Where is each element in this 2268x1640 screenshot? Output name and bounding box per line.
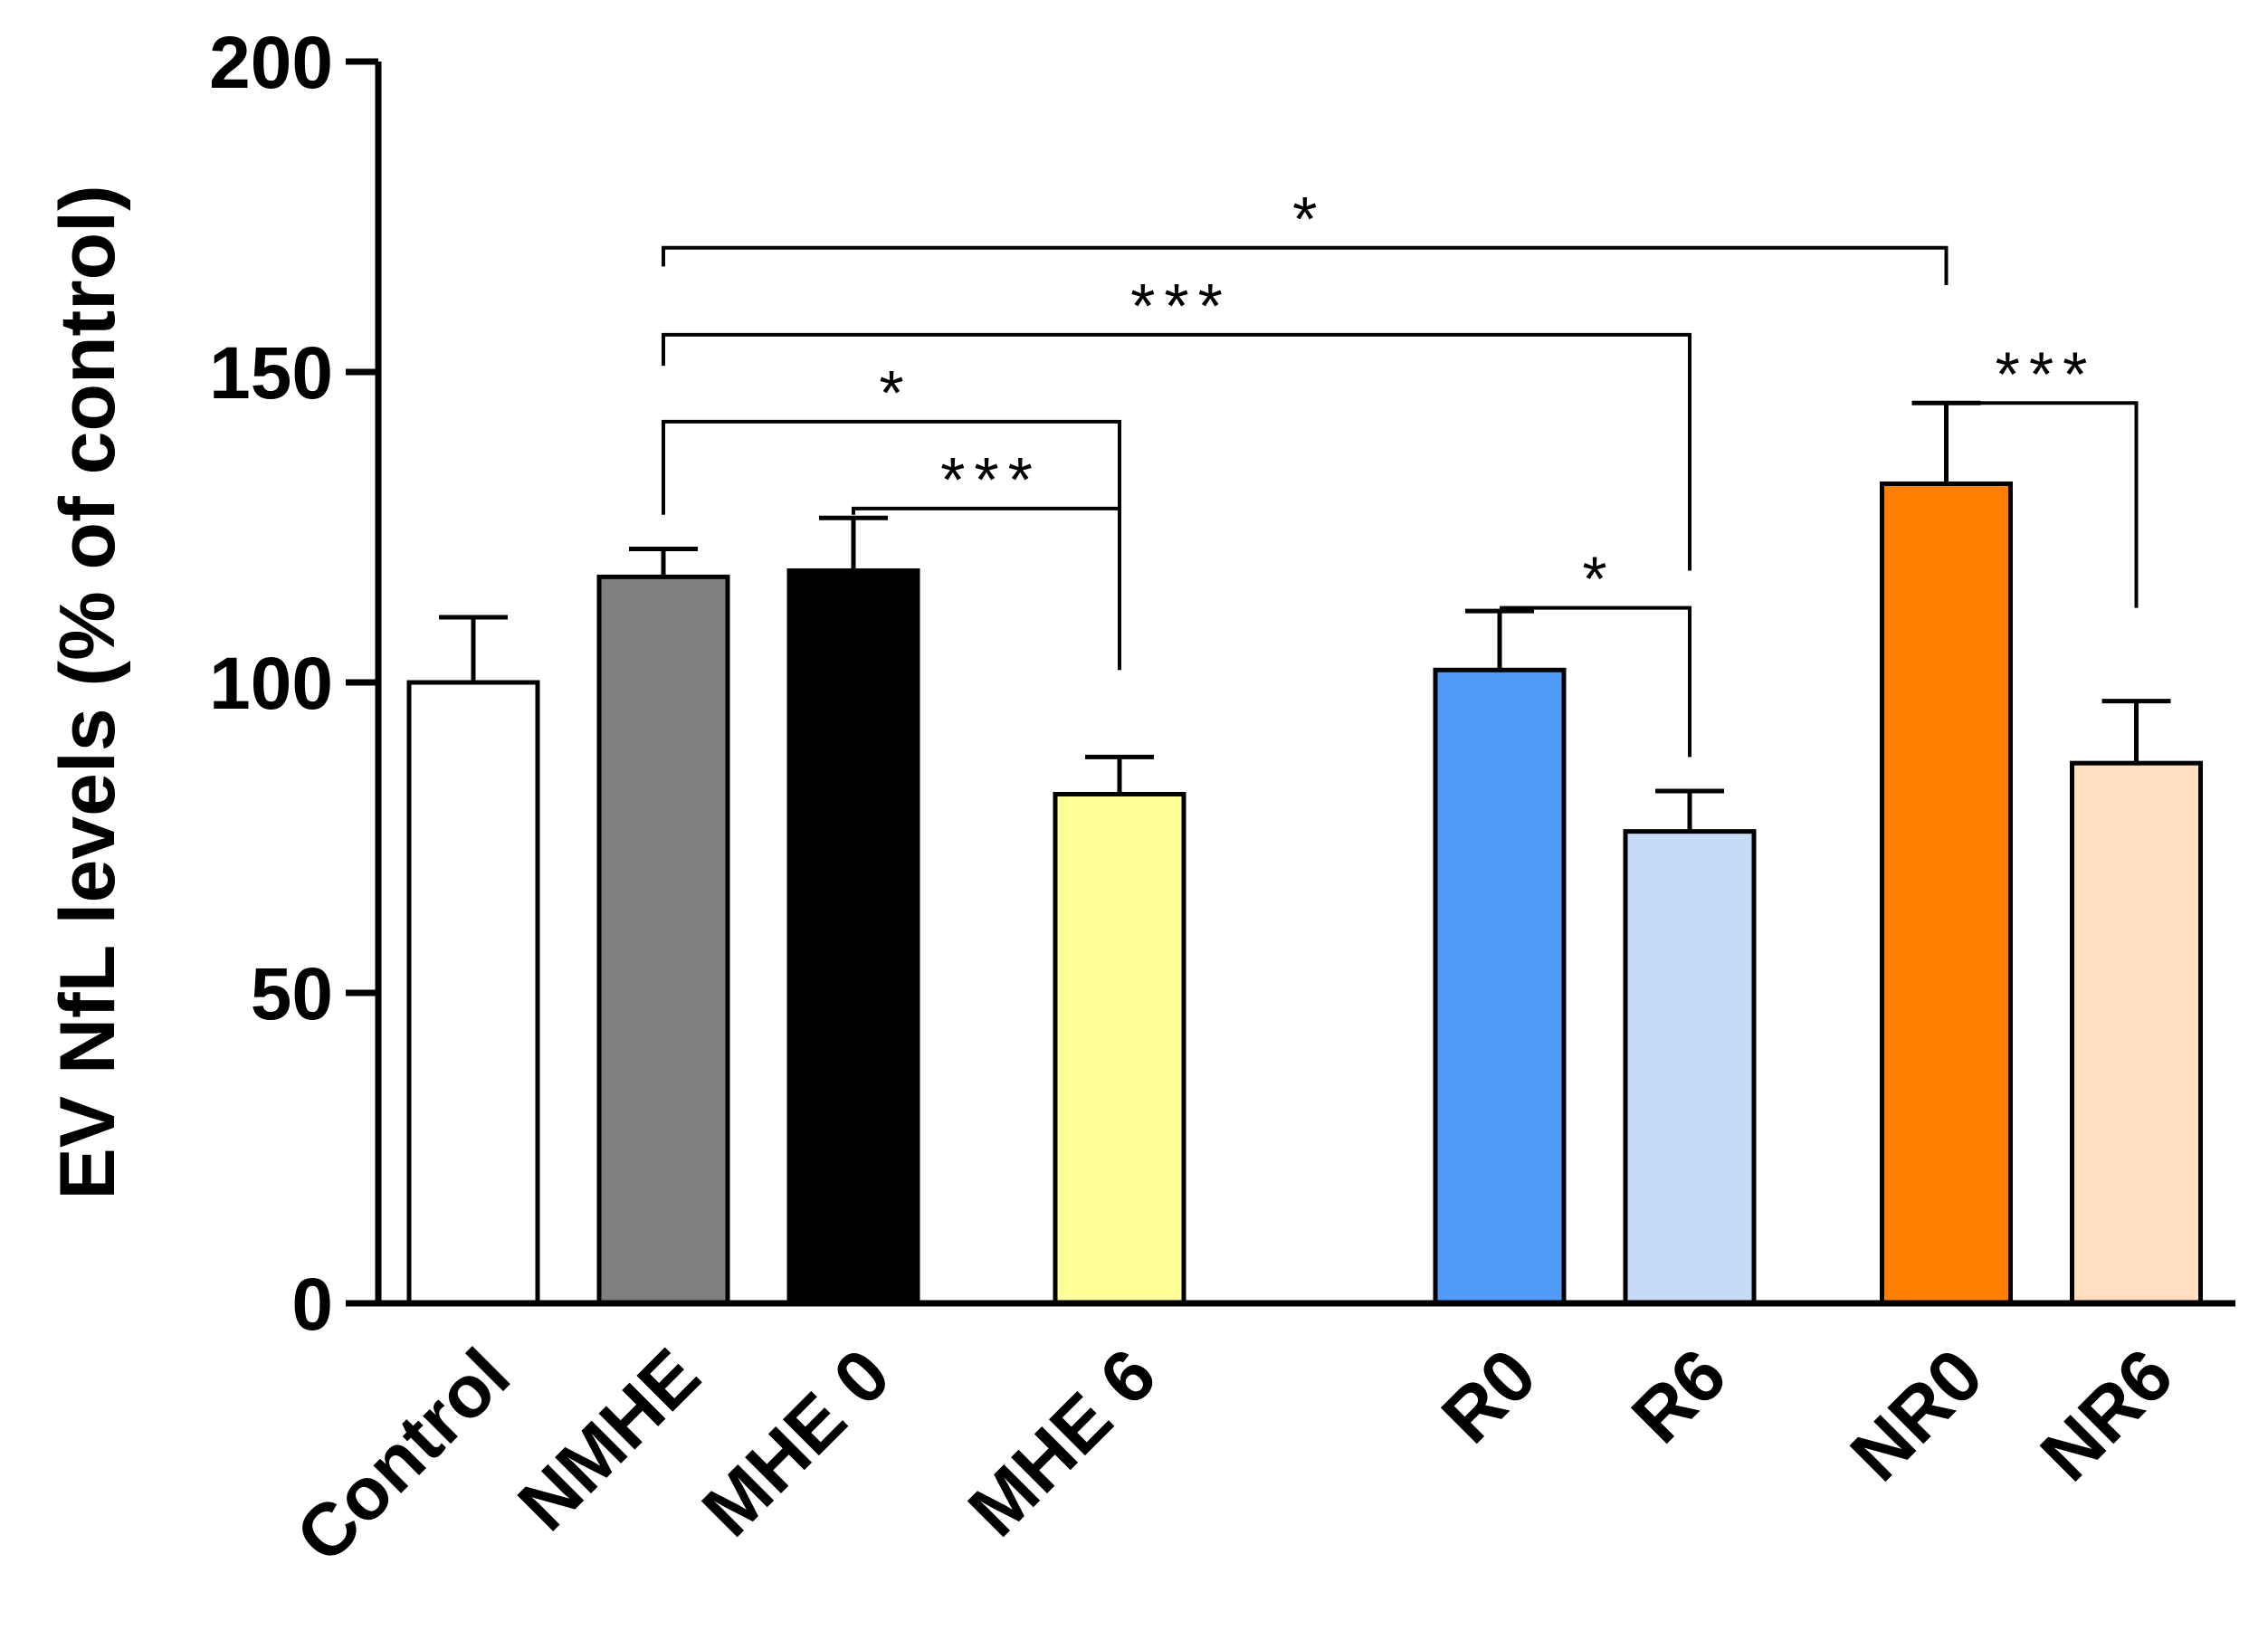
x-tick-label: NR6: [2025, 1333, 2188, 1496]
y-tick-label: 0: [291, 1263, 333, 1346]
bar-r6: [1623, 829, 1757, 1306]
bar-nr0: [1880, 481, 2013, 1306]
x-tick-label: R6: [1616, 1333, 1741, 1458]
significance-label: *: [1582, 544, 1615, 615]
bar-control: [406, 680, 540, 1306]
significance-bracket: [662, 419, 1121, 547]
y-tick-label: 100: [209, 643, 333, 725]
significance-layer: ************: [662, 184, 2139, 758]
x-tick-label: NMHE: [503, 1333, 716, 1546]
y-axis-label: EV NfL levels (% of control): [44, 185, 131, 1199]
significance-label: ***: [1130, 271, 1232, 341]
bars-layer: [406, 400, 2203, 1306]
significance-bracket: [662, 332, 1691, 571]
x-tick-label: R0: [1426, 1333, 1551, 1458]
significance-label: ***: [1996, 338, 2097, 409]
x-tick-label: MHE 0: [687, 1333, 906, 1552]
bar-mhe-0: [786, 568, 920, 1306]
significance-bracket: [662, 245, 1949, 285]
bar-mhe-6: [1053, 791, 1186, 1306]
x-tick-label: Control: [281, 1333, 525, 1578]
y-tick-label: 50: [251, 953, 333, 1035]
significance-bracket: [852, 506, 1121, 671]
x-tick-label: NR0: [1835, 1333, 1998, 1496]
bar-nr6: [2070, 760, 2203, 1306]
significance-bracket: [1500, 605, 1691, 758]
significance-bracket: [1946, 401, 2139, 608]
bar-r0: [1433, 667, 1567, 1306]
bar-nmhe: [596, 574, 730, 1306]
significance-label: *: [1292, 184, 1326, 254]
y-tick-label: 200: [209, 22, 333, 104]
x-tick-label: MHE 6: [953, 1333, 1172, 1552]
significance-label: *: [879, 358, 912, 428]
y-tick-label: 150: [209, 332, 333, 415]
significance-label: ***: [940, 444, 1042, 515]
